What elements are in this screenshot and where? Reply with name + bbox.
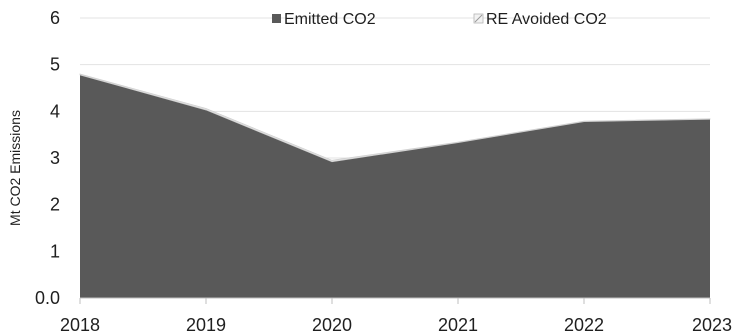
y-tick-label: 6: [50, 8, 60, 28]
y-tick-label: 5: [50, 55, 60, 75]
legend-label: Emitted CO2: [284, 11, 376, 28]
y-tick-label: 0.0: [35, 288, 60, 308]
area-series: [79, 73, 711, 298]
x-tick-label: 2022: [564, 315, 604, 335]
x-axis-ticks: 2018 2019 2020 2021 2022 2023: [60, 315, 732, 335]
legend-swatch-hatch: [474, 14, 483, 23]
area-emitted-co2: [80, 74, 710, 298]
y-tick-label: 2: [50, 195, 60, 215]
y-tick-label: 4: [50, 101, 60, 121]
x-tick-label: 2020: [312, 315, 352, 335]
area-re-avoided-co2: [79, 73, 711, 163]
x-tick-label: 2018: [60, 315, 100, 335]
axes: [79, 297, 711, 304]
y-tick-label: 1: [50, 241, 60, 261]
x-tick-label: 2019: [186, 315, 226, 335]
y-tick-label: 3: [50, 148, 60, 168]
x-tick-label: 2023: [692, 315, 732, 335]
legend-label: RE Avoided CO2: [486, 11, 607, 28]
y-axis-ticks: 0.0 1 2 3 4 5 6: [35, 8, 60, 308]
y-axis-title: Mt CO2 Emissions: [7, 110, 23, 226]
legend-swatch-emitted-co2: [272, 14, 281, 23]
x-tick-label: 2021: [438, 315, 478, 335]
legend: Emitted CO2 RE Avoided CO2: [272, 11, 607, 28]
